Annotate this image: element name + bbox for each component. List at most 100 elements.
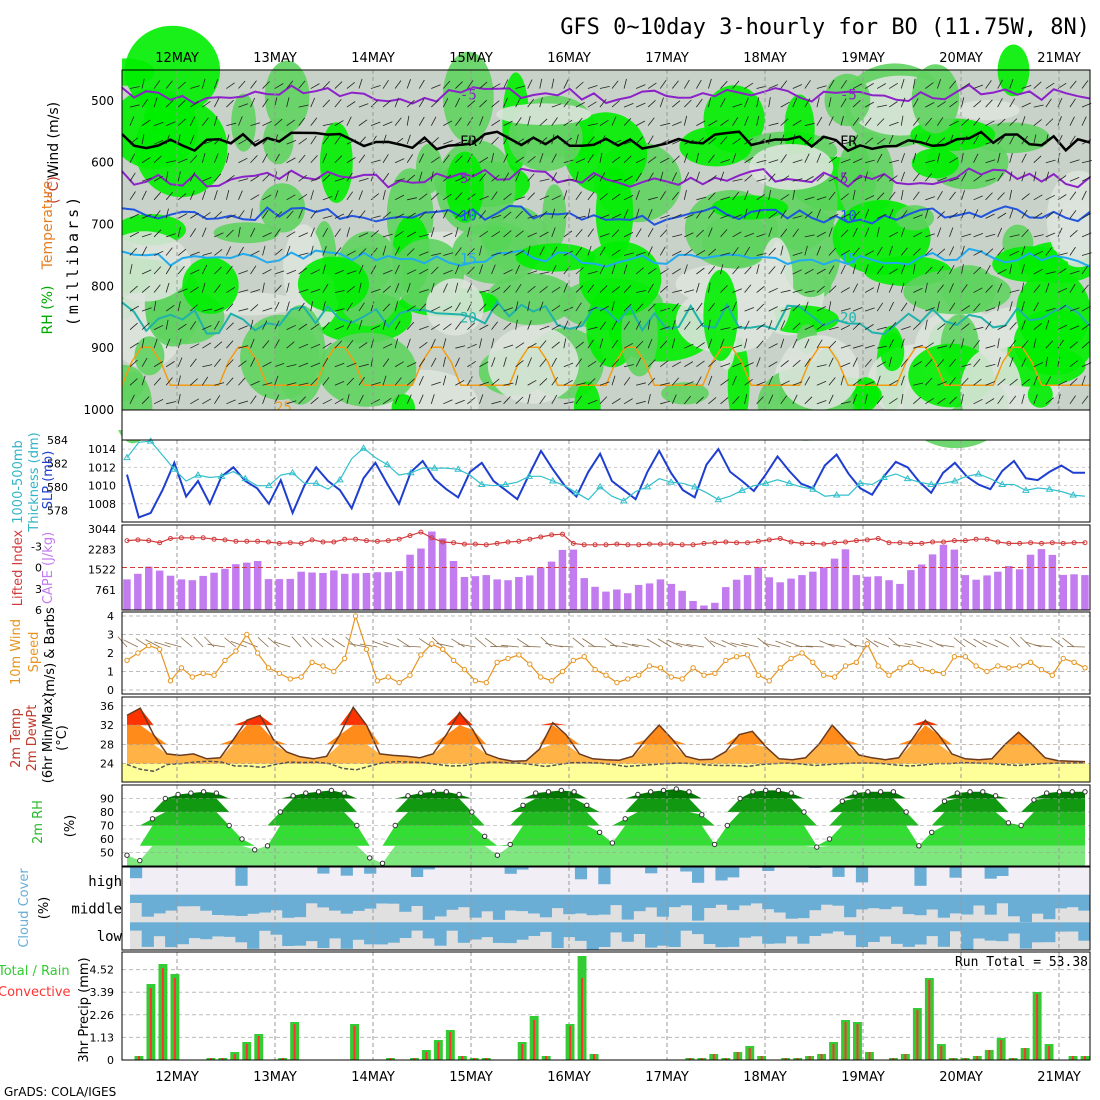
cape-bar <box>634 585 643 610</box>
wind-barb <box>153 284 161 293</box>
wind-barb <box>202 342 212 349</box>
cloud-bar <box>1066 922 1079 932</box>
wind-barb <box>443 140 453 145</box>
thickness-marker <box>880 473 888 480</box>
precip-conv-bar <box>473 1058 476 1060</box>
wind-barb <box>213 98 220 108</box>
precip-conv-bar <box>976 1056 979 1060</box>
li-marker <box>440 539 446 545</box>
wind-barb <box>503 307 514 312</box>
wind-barb <box>262 394 267 404</box>
cloud-bar <box>551 894 564 909</box>
wind-barb <box>551 78 555 89</box>
cloud-bar <box>563 922 576 938</box>
wind-barb <box>443 306 453 312</box>
wind-barb <box>177 323 187 330</box>
wind10-barb <box>667 639 683 648</box>
date-label-top: 14MAY <box>351 51 395 66</box>
li-line <box>126 531 1085 546</box>
wind-barb <box>961 118 970 126</box>
precip-conv-bar <box>593 1054 595 1060</box>
cloud-bar <box>130 867 143 879</box>
date-label-bottom: 19MAY <box>841 1070 885 1085</box>
wind-barb <box>708 375 713 386</box>
wind-barb <box>937 137 946 145</box>
wind-speed-marker <box>331 668 337 675</box>
dewpt-fill <box>122 763 1090 782</box>
wind-barb <box>973 209 979 219</box>
wind-barb <box>985 120 995 126</box>
wind-barb <box>394 283 400 293</box>
wind-barb <box>1033 104 1044 108</box>
rh-band <box>127 825 1085 846</box>
cloud-label-b: (%) <box>37 897 52 920</box>
wind-barb <box>949 358 957 367</box>
wind-barb <box>1045 356 1048 367</box>
wind-barb <box>1021 116 1026 126</box>
li-marker <box>494 540 500 546</box>
precip-conv-bar <box>832 1044 835 1060</box>
rh-label: RH (%) <box>40 286 56 335</box>
precip-conv-bar <box>437 1042 440 1060</box>
thickness-marker <box>619 496 628 504</box>
wind-barb <box>370 398 381 405</box>
wind-barb <box>1069 177 1080 182</box>
wind10-barb <box>402 645 421 648</box>
cloud-bar <box>1008 894 1021 917</box>
wind-barb <box>937 397 946 405</box>
cape-bar <box>558 549 567 610</box>
li-marker <box>745 540 750 546</box>
wind-barb <box>190 85 200 89</box>
rh-marker <box>239 836 245 842</box>
wind-barb <box>840 98 847 108</box>
thickness-marker <box>927 480 936 488</box>
wind-tick: 0 <box>107 684 114 697</box>
wind-barb <box>816 268 826 275</box>
temp-label-c: (6hr Min/Max) <box>41 693 56 783</box>
isotherm-label: -5 <box>840 88 857 104</box>
wind10-barb <box>204 636 215 648</box>
wind-barb <box>828 326 839 331</box>
cloud-bar <box>668 922 681 947</box>
rh-tick: 80 <box>100 806 114 819</box>
wind-barb <box>768 134 771 145</box>
wind-barb <box>467 208 470 219</box>
wind-barb <box>683 153 688 163</box>
wind-barb <box>515 319 518 330</box>
wind-barb <box>394 377 402 386</box>
cape-bar <box>743 575 752 610</box>
wind10-barb <box>257 637 269 648</box>
wind-barb <box>250 289 261 293</box>
precip-conv-bar <box>1036 994 1039 1060</box>
panel-frame <box>121 611 1091 695</box>
cloud-bar <box>809 894 822 911</box>
wind-barb <box>1009 357 1014 367</box>
precip-conv-bar <box>712 1054 715 1060</box>
cape-tick: 1522 <box>88 564 116 577</box>
temp-line <box>126 705 1086 763</box>
cloud-bar <box>375 922 389 945</box>
rh-marker <box>392 822 398 829</box>
wind10-barb <box>522 645 541 648</box>
cape-bar <box>221 568 229 610</box>
wind-barb <box>732 344 743 349</box>
wind-barb <box>756 159 767 164</box>
pressure-tick: 500 <box>91 94 114 108</box>
wind-barb <box>201 117 209 126</box>
wind-speed-marker <box>244 631 250 638</box>
li-marker <box>1060 540 1066 546</box>
wind-barb <box>732 103 743 108</box>
precip-label-c: 3hr Precip (mm) <box>77 957 92 1062</box>
wind-barb <box>298 232 308 238</box>
wind-barb <box>226 399 236 405</box>
cape-bar <box>515 577 523 610</box>
wind-barb <box>214 266 222 275</box>
wind-barb <box>177 134 181 145</box>
wind-barb <box>1045 118 1054 126</box>
precip-conv-bar <box>1012 1058 1015 1060</box>
wind-barb <box>635 208 640 219</box>
wind-barb <box>153 175 163 182</box>
wind-barb <box>286 231 296 238</box>
wind-barb <box>696 79 702 89</box>
wind-barb <box>346 191 354 201</box>
